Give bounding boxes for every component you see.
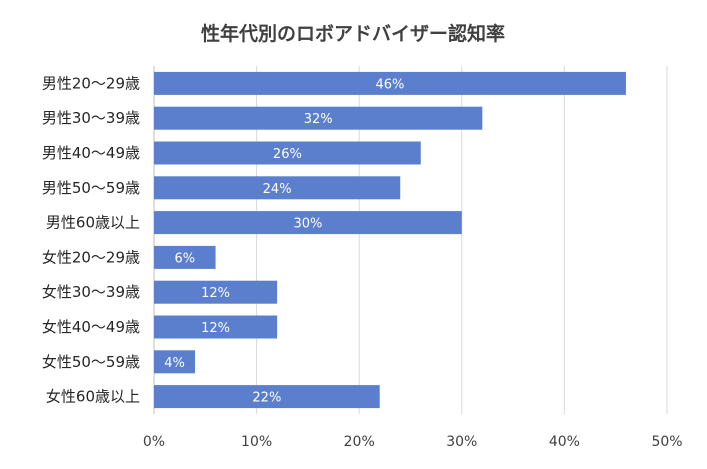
data-label: 24% — [263, 182, 292, 197]
category-label: 女性60歳以上 — [46, 388, 140, 406]
data-label: 12% — [201, 286, 230, 301]
category-label: 女性40～49歳 — [42, 318, 140, 336]
data-label: 32% — [304, 112, 333, 127]
bar — [154, 280, 278, 304]
data-label: 26% — [273, 147, 302, 162]
category-label: 男性50～59歳 — [42, 179, 140, 197]
data-label: 12% — [201, 321, 230, 336]
x-tick-label: 40% — [549, 434, 580, 450]
category-label: 男性60歳以上 — [46, 214, 140, 232]
category-label: 男性40～49歳 — [42, 144, 140, 162]
category-labels: 男性20～29歳男性30～39歳男性40～49歳男性50～59歳男性60歳以上女… — [42, 74, 140, 405]
bar — [154, 385, 380, 409]
bar — [154, 71, 626, 95]
x-tick-label: 30% — [446, 434, 477, 450]
bar — [154, 211, 462, 235]
bar — [154, 245, 216, 269]
data-label: 6% — [174, 251, 195, 266]
category-label: 男性30～39歳 — [42, 109, 140, 127]
x-tick-label: 0% — [143, 434, 165, 450]
bar — [154, 106, 483, 130]
data-label: 46% — [376, 77, 405, 92]
bar — [154, 176, 401, 200]
bar — [154, 141, 421, 165]
bar — [154, 350, 196, 374]
bar — [154, 315, 278, 339]
chart-title: 性年代別のロボアドバイザー認知率 — [201, 22, 505, 45]
category-label: 男性20～29歳 — [42, 74, 140, 92]
x-tick-label: 20% — [344, 434, 375, 450]
data-label: 22% — [252, 391, 281, 406]
data-label: 4% — [164, 356, 185, 371]
x-tick-label: 50% — [651, 434, 682, 450]
category-label: 女性20～29歳 — [42, 248, 140, 266]
bars: 46% 32% 26% 24% 30% 6% 12% 12% 4% 22% — [154, 71, 626, 409]
category-label: 女性50～59歳 — [42, 353, 140, 371]
x-axis-ticks: 0% 10% 20% 30% 40% 50% — [143, 434, 683, 450]
x-tick-label: 10% — [241, 434, 272, 450]
data-label: 30% — [293, 217, 322, 232]
category-label: 女性30～39歳 — [42, 283, 140, 301]
